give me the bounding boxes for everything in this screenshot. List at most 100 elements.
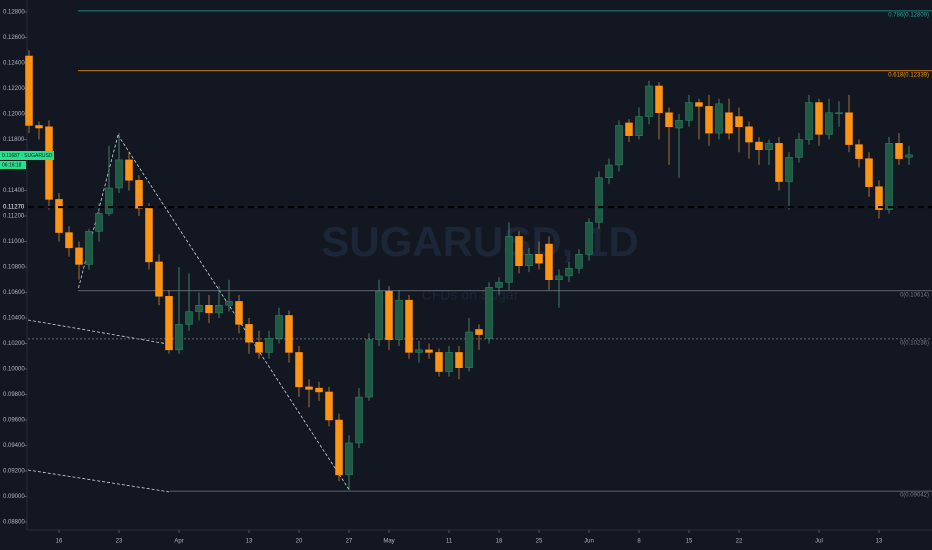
candle-body [95,213,103,232]
candle-body [605,164,613,178]
candle-body [535,254,543,264]
candle-body [415,349,423,353]
candle-body [765,143,773,150]
candle-body [715,103,723,134]
candle-body [595,177,603,223]
y-tick-label: 0.09200 [3,469,25,475]
candle-body [435,352,443,372]
y-tick-label: 0.11000 [3,239,25,245]
candle-body [675,120,683,129]
candle-body [145,208,153,263]
candle-body [345,442,353,476]
y-tick-label: 0.12400 [3,61,25,67]
candle-body [285,315,293,353]
y-tick-label: 0.11200 [3,214,25,220]
candle-body [485,287,493,339]
candle-body [525,254,533,266]
y-tick-label: 0.12200 [3,86,25,92]
x-tick-label: 13 [876,539,883,545]
x-tick-label: 13 [246,539,253,545]
candle-body [365,339,373,398]
candle-body [295,352,303,388]
candle-body [505,236,513,283]
candle-body [685,102,693,121]
y-tick-label: 0.09800 [3,392,25,398]
countdown-label: 06:16:18 [2,162,22,168]
drawings [27,134,351,493]
y-tick-label: 0.10000 [3,367,25,373]
y-tick-label: 0.12600 [3,35,25,41]
candle-body [465,331,473,368]
plot: 0.12800 0.12600 0.12400 0.12200 0.12000 0.118… [0,10,932,545]
x-tick-label: 16 [56,539,63,545]
candle-body [215,305,223,314]
candle-body [55,199,63,233]
symbol-tag-label: 0.11687 · SUGARUSD [2,153,53,159]
candle-body [845,112,853,145]
candle-body [895,143,903,159]
fib-label: 0.786(0.12809) [888,12,929,18]
candle-body [905,154,913,158]
x-tick-label: 18 [496,539,503,545]
fib-label: 0(0.10614) [900,292,929,298]
watermark-sub: CFDs on Sugar [422,287,519,303]
candle-body [135,180,143,209]
candle-body [245,324,253,343]
x-tick-label: Apr [174,539,183,545]
candle-body [125,159,133,181]
candle-body [105,187,113,214]
x-tick-label: 20 [296,539,303,545]
candle-body [855,144,863,159]
candle-body [425,349,433,353]
candle-body [695,102,703,107]
fib-label: 0(0.10236) [900,340,929,346]
candle-body [815,102,823,135]
trend-line [77,134,119,291]
candle-body [185,311,193,325]
fib-label: 0(0.09042) [900,493,929,499]
symbol-tag [0,151,54,160]
y-tick-label: 0.09000 [3,494,25,500]
x-tick-label: 23 [116,539,123,545]
y-tick-label: 0.08800 [3,520,25,526]
candle-body [325,391,333,421]
candle-body [25,55,33,126]
candle-body [385,290,393,340]
candle-body [405,299,413,353]
trend-line [27,469,171,493]
candle-body [65,232,73,249]
candle-body [45,126,53,200]
candle-body [165,296,173,351]
candle-body [175,324,183,351]
x-tick-label: 8 [637,539,641,545]
candle-body [555,275,563,280]
candle-body [585,222,593,255]
candle-body [455,352,463,368]
candle-body [315,387,323,393]
candle-body [85,231,93,265]
candle-body [625,122,633,136]
candle-body [755,141,763,150]
candle-body [645,85,653,117]
candle-body [395,299,403,340]
y-tick-label: 0.09400 [3,443,25,449]
y-tick-label: 0.12000 [3,112,25,118]
y-tick-label: 0.10400 [3,316,25,322]
candle-body [825,112,833,135]
candle-body [235,301,243,325]
candle-body [515,236,523,266]
candle-body [475,329,483,335]
candle-body [445,352,453,372]
y-tick-label: 0.09600 [3,418,25,424]
candle-body [305,386,313,390]
candle-body [575,254,583,269]
x-tick-label: 11 [446,539,453,545]
candle-body [805,102,813,140]
candle-body [355,396,363,444]
candle-body [195,305,203,312]
candle-body [775,143,783,182]
x-tick-label: 15 [686,539,693,545]
